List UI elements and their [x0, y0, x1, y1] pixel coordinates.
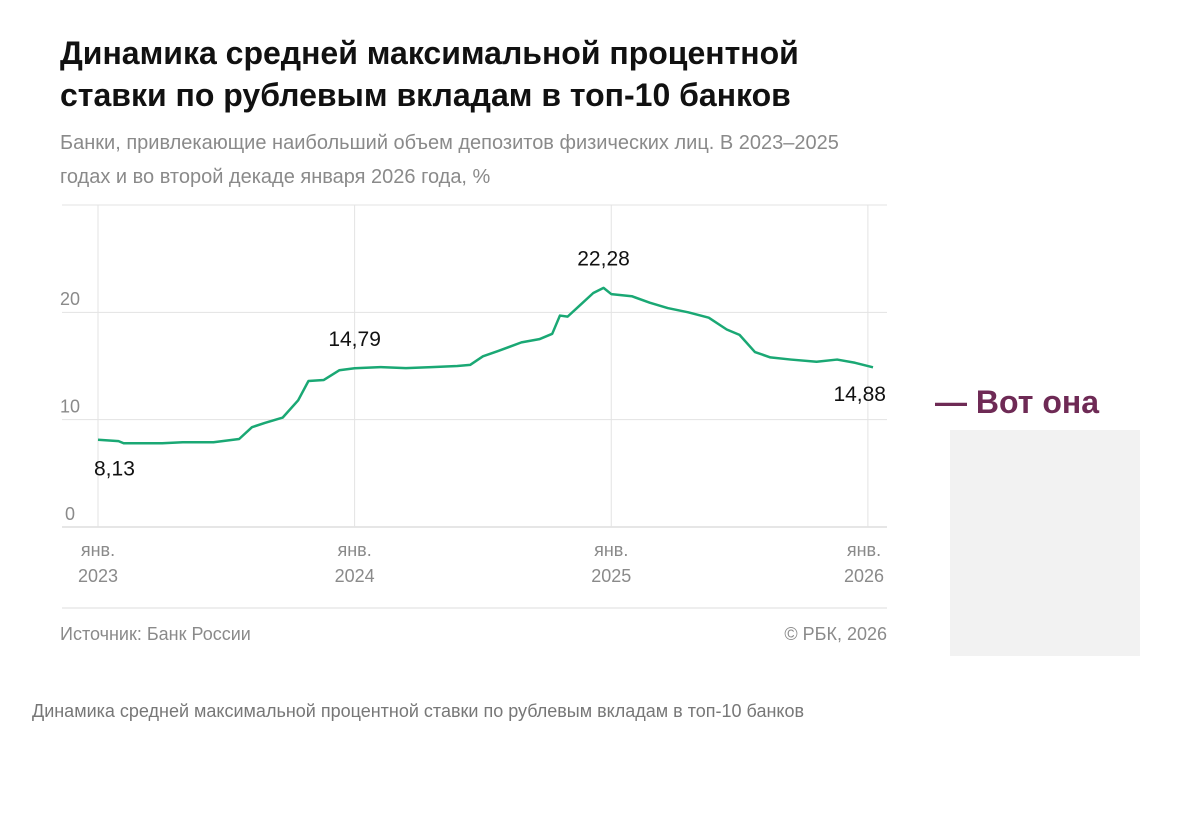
chart-title: Динамика средней максимальной процентной…	[60, 35, 799, 113]
credit: © РБК, 2026	[784, 624, 887, 644]
x-tick-label: янв. 2025	[591, 540, 632, 586]
caption: Динамика средней максимальной процентной…	[32, 701, 805, 721]
y-tick-label: 0	[65, 504, 75, 524]
x-tick-label: янв. 2026	[843, 540, 885, 586]
data-line	[97, 286, 874, 445]
data-label: 14,79	[328, 328, 381, 351]
data-label: 8,13	[94, 457, 135, 480]
x-tick-label: янв. 2023	[77, 540, 119, 586]
x-tick-label: янв. 2024	[334, 540, 375, 586]
source: Источник: Банк России	[60, 624, 251, 644]
data-label: 14,88	[833, 383, 886, 406]
y-tick-label: 10	[60, 396, 80, 416]
chart-subtitle: Банки, привлекающие наибольший объем деп…	[60, 132, 839, 188]
meme-text: — Вот она	[935, 384, 1099, 420]
image-placeholder	[950, 430, 1140, 656]
data-label: 22,28	[577, 247, 630, 270]
y-tick-label: 20	[60, 289, 80, 309]
